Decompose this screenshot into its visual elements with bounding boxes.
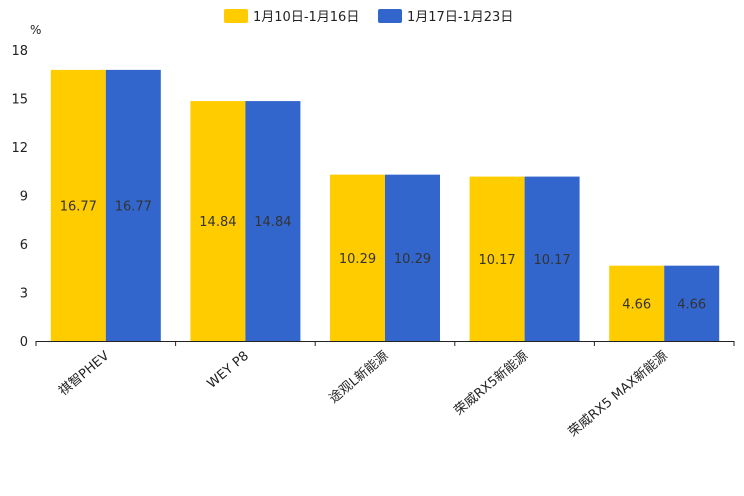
data-label: 14.84 (254, 215, 291, 230)
bar-2-2 (245, 101, 301, 341)
x-axis-ticks (35, 341, 735, 346)
y-tick-label: 3 (20, 287, 28, 302)
data-label: 14.84 (199, 215, 236, 230)
bar-2-1 (105, 69, 161, 341)
category-label: WEY P8 (205, 349, 252, 392)
category-labels: 祺智PHEV WEY P8 途观L新能源 荣威RX5新能源 荣威RX5 MAX新能源 (56, 348, 671, 440)
y-tick-label: 0 (20, 335, 28, 350)
legend: 1月10日-1月16日 1月17日-1月23日 (224, 9, 513, 25)
data-label: 10.17 (533, 253, 570, 268)
y-tick-label: 9 (20, 190, 28, 205)
y-axis-ticks: 0 3 6 9 12 15 18 (11, 44, 28, 350)
bar-2-5 (664, 265, 720, 341)
bar-1-3 (330, 174, 385, 341)
data-label: 10.29 (339, 252, 376, 267)
legend-label-series-2: 1月17日-1月23日 (407, 10, 513, 25)
legend-label-series-1: 1月10日-1月16日 (253, 10, 359, 25)
category-label: 荣威RX5 MAX新能源 (565, 348, 671, 440)
y-tick-label: 12 (11, 141, 28, 156)
data-label: 16.77 (60, 199, 97, 214)
data-label: 4.66 (677, 297, 706, 312)
bar-1-5 (609, 265, 665, 341)
data-label: 16.77 (115, 199, 152, 214)
data-label: 10.29 (394, 252, 431, 267)
y-tick-label: 18 (11, 44, 28, 59)
category-label: 途观L新能源 (326, 348, 392, 407)
legend-swatch-series-1 (224, 9, 248, 23)
category-label: 荣威RX5新能源 (451, 348, 531, 419)
category-label: 祺智PHEV (56, 349, 112, 400)
bar-1-4 (469, 176, 525, 341)
y-axis-unit-label: % (30, 23, 41, 37)
data-labels: 16.77 16.77 14.84 14.84 10.29 10.29 10.17 10.17… (60, 199, 706, 312)
data-label: 4.66 (622, 297, 651, 312)
data-label: 10.17 (478, 253, 515, 268)
y-tick-label: 6 (20, 238, 28, 253)
bar-1-2 (190, 101, 246, 341)
bar-2-3 (385, 174, 440, 341)
bars (50, 69, 720, 341)
legend-swatch-series-2 (378, 9, 402, 23)
y-tick-label: 15 (11, 93, 28, 108)
bar-2-4 (524, 176, 580, 341)
bar-1-1 (50, 69, 106, 341)
